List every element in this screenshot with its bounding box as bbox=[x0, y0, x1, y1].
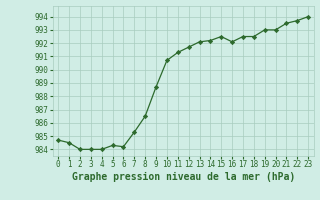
X-axis label: Graphe pression niveau de la mer (hPa): Graphe pression niveau de la mer (hPa) bbox=[72, 172, 295, 182]
